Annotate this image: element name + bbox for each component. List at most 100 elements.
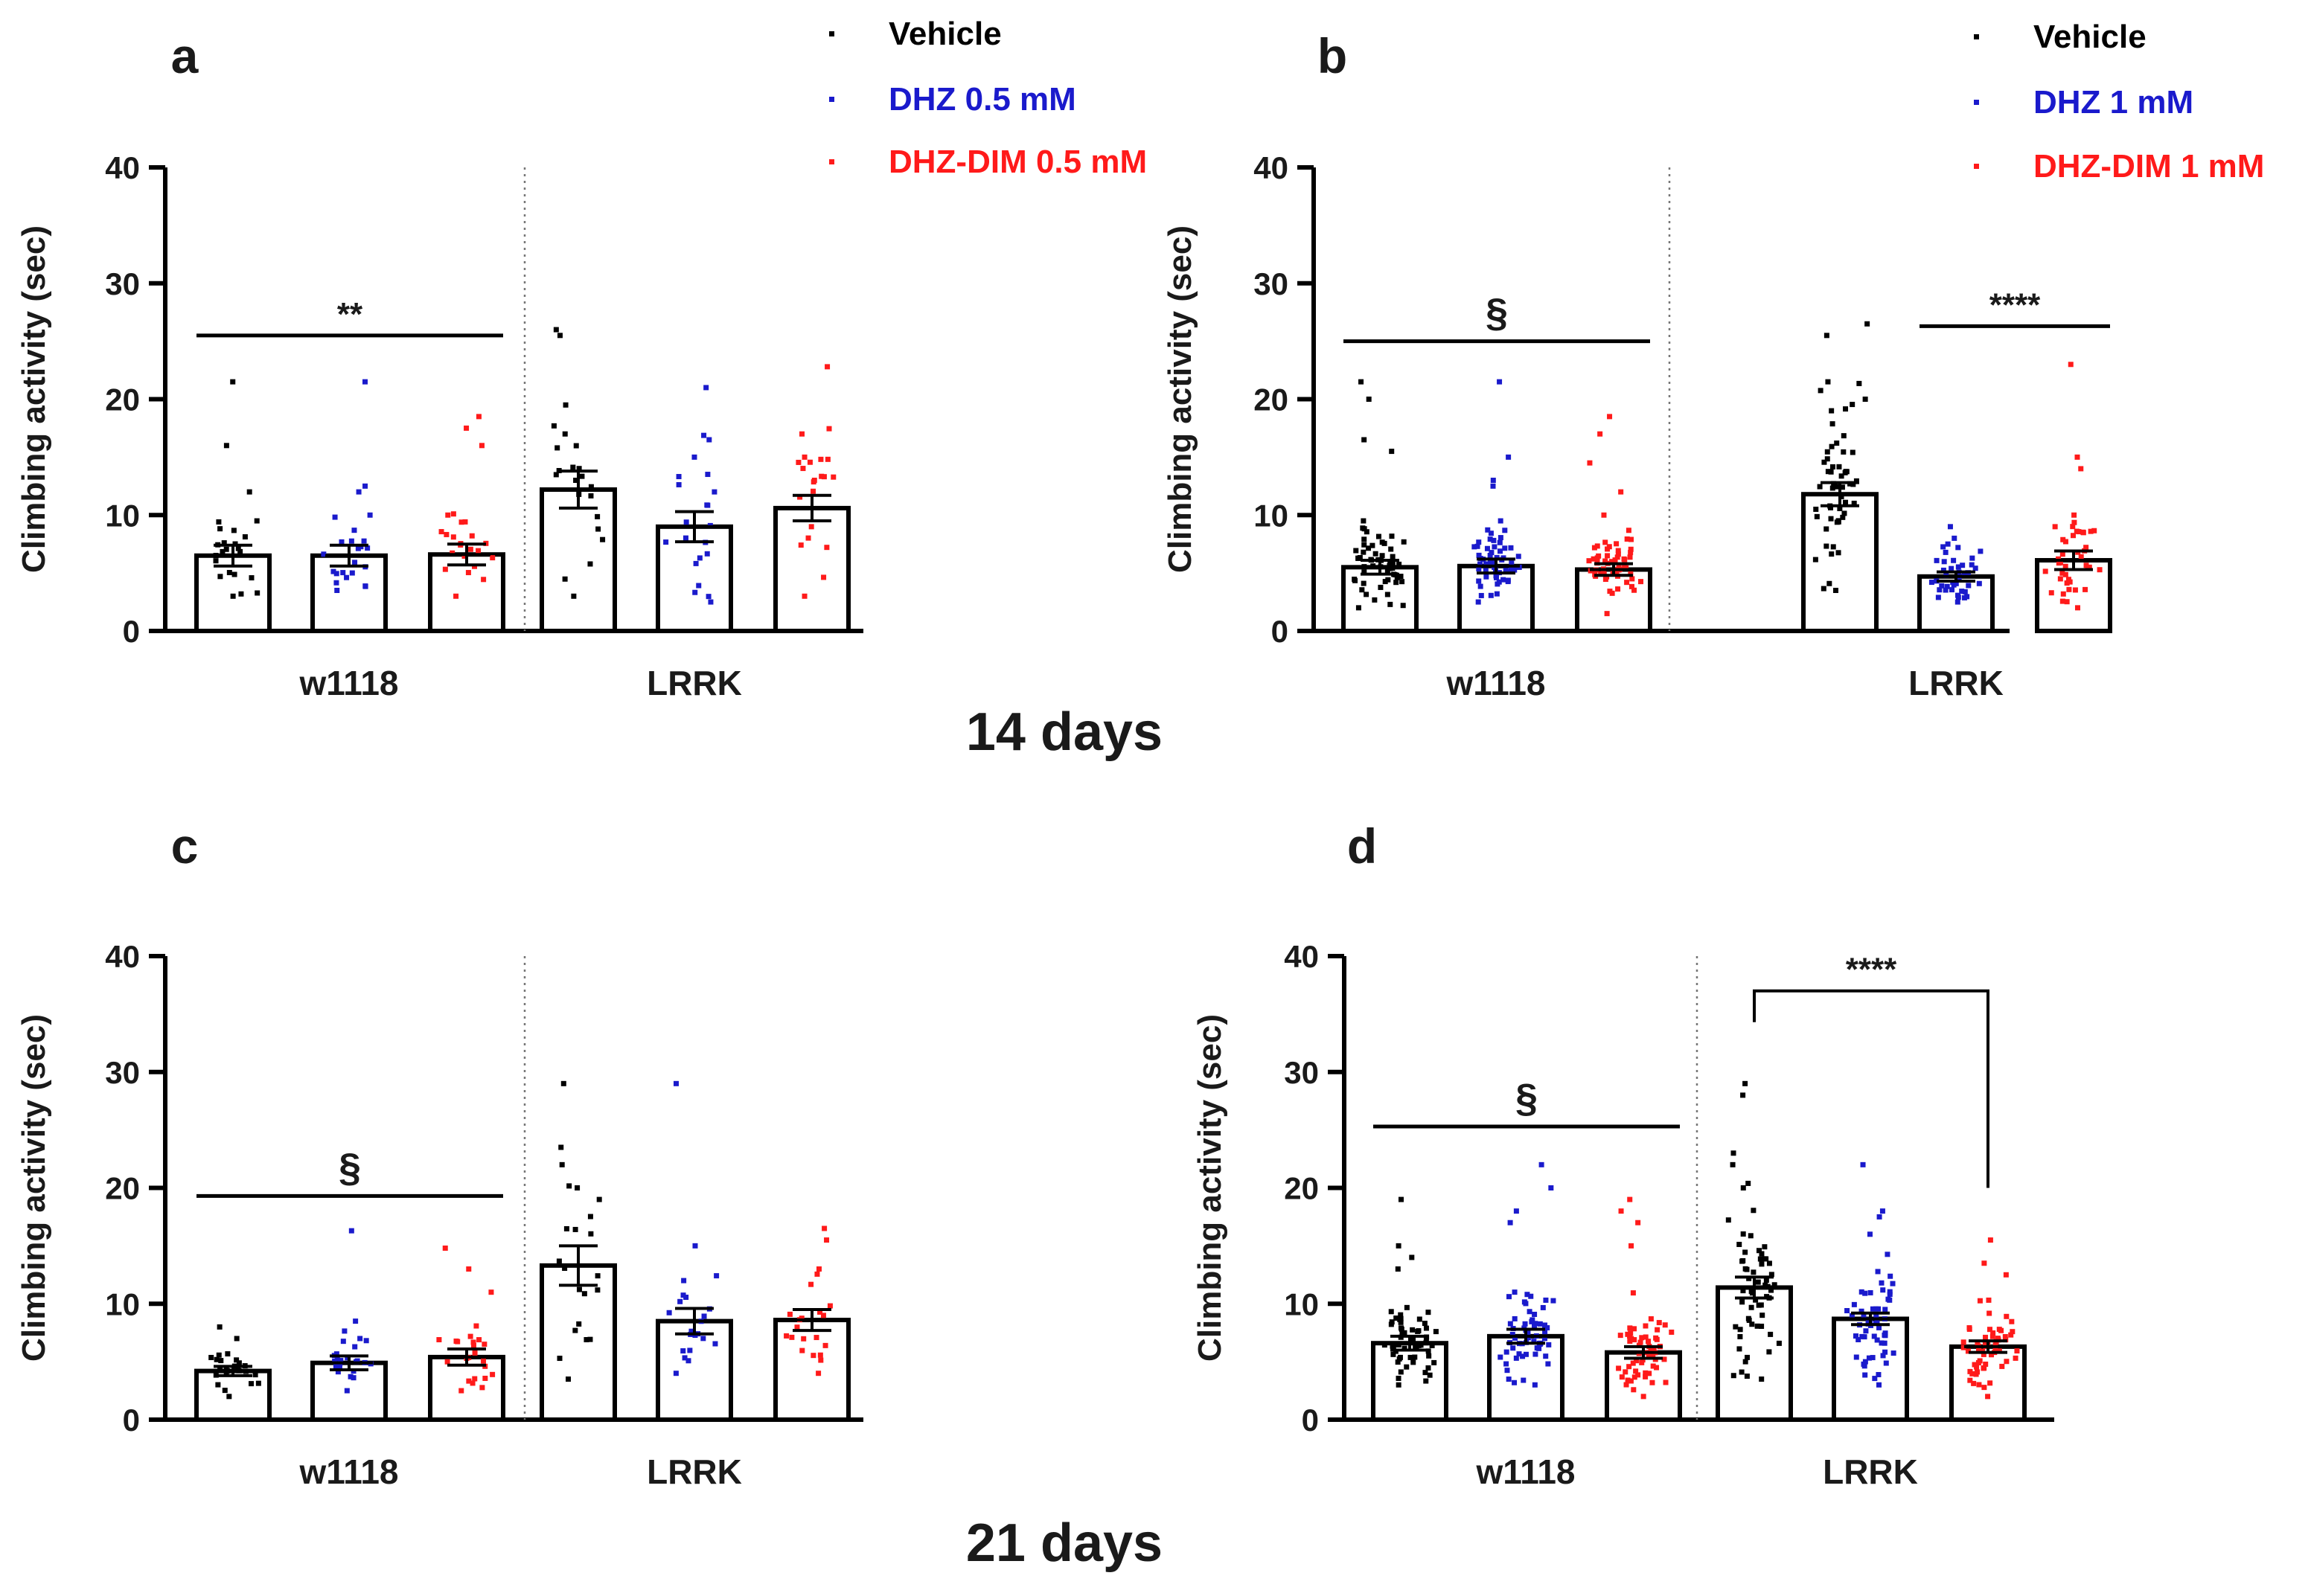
data-point [2002,1333,2008,1339]
data-point [221,540,227,546]
data-point [1382,579,1388,585]
data-point [1385,577,1391,583]
data-point [818,456,824,462]
data-point [2062,563,2068,569]
data-point [588,484,594,490]
data-point [1951,557,1957,563]
data-point [1628,1378,1634,1384]
data-point [436,1337,442,1343]
data-point [1497,535,1503,541]
data-point [1623,1369,1628,1375]
data-point [802,593,808,599]
data-point [2074,528,2080,534]
data-point [705,472,711,478]
data-point [1361,518,1367,524]
data-point [1876,1371,1882,1377]
data-point [1733,1324,1739,1330]
data-point [1425,1310,1431,1315]
data-point [697,555,703,561]
data-point [799,1347,805,1353]
data-point [818,1357,824,1363]
data-point [1643,1323,1649,1329]
data-point [1423,1378,1429,1384]
data-point [1390,554,1396,560]
data-point [1624,536,1630,542]
data-point [236,1360,242,1366]
significance-label: ** [337,296,363,333]
data-point [1945,541,1951,547]
data-point [1843,499,1849,505]
data-point [808,524,814,530]
data-point [1378,584,1384,590]
data-point [1890,1281,1896,1286]
data-point [1824,449,1830,455]
data-point [1762,1244,1768,1250]
data-point [1643,1374,1649,1379]
data-point [223,443,229,449]
data-point [558,1144,564,1150]
data-point [1742,1359,1748,1365]
data-point [1361,549,1367,555]
data-point [2078,466,2084,472]
data-point [1762,1256,1768,1262]
data-point [1503,1361,1509,1367]
data-point [566,1376,572,1382]
data-point [2052,524,2058,530]
data-point [701,1313,707,1319]
data-point [1491,537,1497,543]
data-point [252,1372,258,1378]
data-point [1416,1316,1422,1322]
data-point [1628,536,1634,542]
data-point [1616,1365,1622,1371]
data-point [825,364,831,370]
data-point [1614,554,1620,560]
data-point [444,531,450,537]
data-point [595,513,601,519]
data-point [1375,533,1381,539]
data-point [1625,1377,1631,1383]
data-point [1423,1325,1429,1331]
data-point [230,593,236,599]
data-point [348,1228,354,1234]
data-point [704,502,710,508]
data-point [223,546,229,552]
data-point [1488,531,1494,536]
data-point [1966,583,1972,589]
data-point [1643,1334,1649,1340]
data-point [1853,1354,1859,1360]
chart-panel-c: c 0 10 20 30 40 Climbing activity (sec) w1118 LR… [16,818,863,1491]
data-point [1525,1335,1531,1341]
data-point [688,1328,694,1334]
data-point [588,1231,594,1237]
data-point [1825,469,1831,475]
data-point [1503,1349,1509,1355]
data-point [571,593,577,599]
data-point [1843,406,1849,412]
data-point [1427,1372,1433,1378]
data-point [673,1371,679,1377]
data-point [1534,1345,1540,1351]
data-point [333,1363,339,1369]
data-point [237,548,243,554]
data-point [345,1355,351,1361]
data-point [1512,1335,1518,1341]
data-point [349,570,355,576]
data-point [1633,1368,1639,1374]
y-tick-label: 20 [105,382,140,417]
data-point [1762,1282,1768,1288]
y-axis-label: Climbing activity (sec) [1162,225,1198,573]
data-point [466,1266,472,1272]
data-point [576,1286,582,1292]
data-point [1829,443,1835,449]
data-point [1876,1324,1882,1330]
data-point [1749,1290,1755,1296]
significance-label: **** [1989,286,2041,323]
data-point [1830,544,1836,550]
data-point [1545,1361,1551,1367]
data-point [445,512,451,518]
data-point [600,536,606,542]
data-point [784,1333,790,1339]
data-point [1813,506,1819,512]
data-point [1771,1282,1777,1288]
data-point [1601,512,1607,518]
